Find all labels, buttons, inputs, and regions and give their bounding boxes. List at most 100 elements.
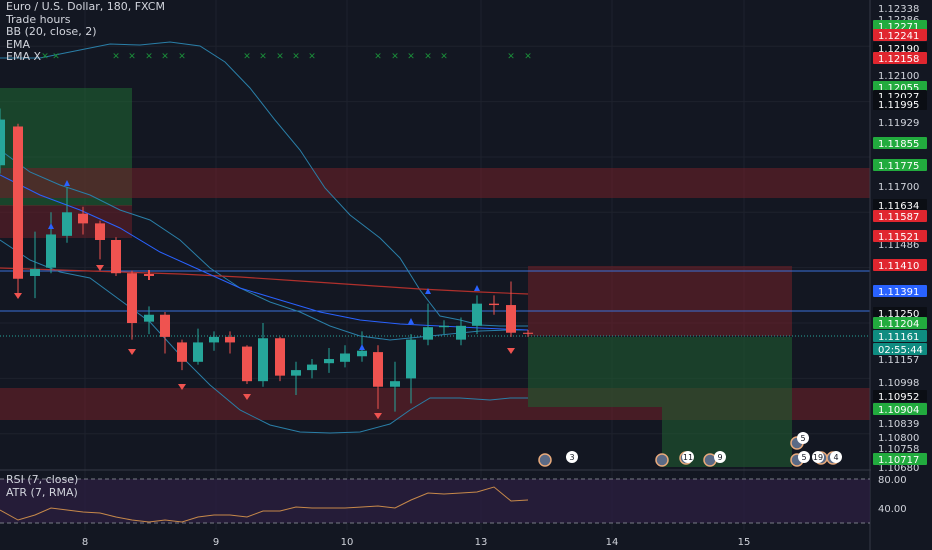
candle: [456, 317, 466, 346]
event-count: 5: [801, 453, 806, 462]
event-count-bubble: [682, 451, 694, 463]
candle: [30, 231, 40, 299]
candle-body: [62, 212, 72, 236]
price-label-bg: [873, 462, 927, 472]
price-label-text: 1.12100: [878, 71, 919, 82]
candle: [242, 345, 252, 384]
x-marker: ✕: [308, 52, 316, 62]
candle-body: [78, 213, 88, 224]
price-label-bg: [873, 70, 927, 80]
price-tag-text: 1.12190: [878, 44, 919, 55]
price-tag-bg: [873, 159, 927, 171]
candle: [291, 361, 301, 396]
buy-arrow: [425, 288, 431, 294]
price-tag-text: 1.12055: [878, 83, 919, 94]
buy-arrow: [474, 285, 480, 291]
time-label: 13: [475, 537, 488, 548]
time-label: 10: [341, 537, 354, 548]
time-label: 8: [82, 537, 88, 548]
x-marker: ✕: [243, 52, 251, 62]
candle: [390, 361, 400, 412]
x-marker: ✕: [41, 52, 49, 62]
event-count: 4: [833, 453, 838, 462]
price-label: 1.10998: [873, 377, 927, 389]
price-label-text: 1.11929: [878, 118, 919, 129]
event-count-bubble: [798, 451, 810, 463]
ema-slow: [0, 267, 529, 295]
trade-green-zone: [528, 337, 792, 407]
price-tag: 1.12241: [873, 29, 927, 42]
event-badges: 3 11 9 5 5 19 4: [538, 432, 842, 467]
price-label-bg: [873, 354, 927, 364]
legend-rsi[interactable]: RSI (7, close): [6, 473, 79, 486]
price-tag-bg: [873, 29, 927, 41]
candle-body: [144, 314, 154, 322]
symbol-title[interactable]: Euro / U.S. Dollar, 180, FXCM: [6, 0, 165, 13]
price-label-text: 1.10839: [878, 419, 919, 430]
price-tag: 1.11204: [873, 317, 927, 330]
price-tag-bg: [873, 42, 927, 54]
candle: [373, 345, 383, 409]
bb-middle: [0, 149, 528, 341]
osc-axis-label: 40.00: [878, 504, 907, 515]
price-tag-text: 1.12158: [878, 54, 919, 65]
price-tag: 1.10717: [873, 453, 927, 466]
price-tag-text: 1.12271: [878, 22, 919, 33]
x-marker: ✕: [145, 52, 153, 62]
candle: [472, 295, 482, 335]
candle-body: [127, 273, 137, 324]
price-tag-bg: [873, 137, 927, 149]
event-count-bubble: [714, 451, 726, 463]
legend-bb[interactable]: BB (20, close, 2): [6, 25, 97, 39]
candle: [209, 331, 219, 351]
candle: [160, 311, 170, 354]
price-label: 1.10680: [873, 462, 927, 474]
legend-trade-hours[interactable]: Trade hours: [6, 12, 71, 26]
price-label-text: 1.10680: [878, 463, 919, 474]
time-label: 15: [738, 537, 751, 548]
price-tag: 1.11250: [873, 307, 927, 320]
x-marker: ✕: [161, 52, 169, 62]
price-label-bg: [873, 3, 927, 13]
price-label-text: 1.11700: [878, 182, 919, 193]
legend-ema[interactable]: EMA: [6, 37, 30, 51]
candle: [406, 334, 416, 404]
price-tag: 1.11634: [873, 199, 927, 212]
candle: [62, 187, 72, 243]
price-tag-text: 02:55:44: [878, 345, 923, 356]
price-tag: 1.11391: [873, 285, 927, 298]
x-marker: ✕: [292, 52, 300, 62]
price-tag-text: 1.12027: [878, 92, 919, 103]
price-label-text: 1.12338: [878, 4, 919, 15]
buy-arrow: [48, 223, 54, 229]
candle-body: [275, 338, 285, 376]
price-label: 1.10800: [873, 432, 927, 444]
legend-ema-x[interactable]: EMA X: [6, 50, 41, 64]
price-tag: 1.11587: [873, 210, 927, 223]
candle: [489, 295, 499, 315]
candle: [127, 270, 137, 340]
candle: [506, 281, 516, 337]
candle-body: [489, 303, 499, 306]
candle-body: [439, 325, 449, 328]
price-label-bg: [873, 117, 927, 127]
sell-arrow: [14, 293, 22, 299]
price-label: 1.11700: [873, 181, 927, 193]
price-tag: 1.10904: [873, 403, 927, 416]
candle-body: [456, 325, 466, 340]
price-tag: 1.11775: [873, 159, 927, 172]
price-tag: 1.11410: [873, 259, 927, 272]
candle: [439, 320, 449, 335]
event-count: 19: [813, 453, 823, 462]
price-tag: 1.11161: [873, 330, 927, 343]
x-marker: ✕: [524, 52, 532, 62]
price-label-bg: [873, 377, 927, 387]
price-tag-bg: [873, 52, 927, 64]
oscillator-pane: [0, 478, 870, 524]
price-tag-bg: [873, 199, 927, 211]
price-zones: [0, 88, 870, 467]
candle-body: [324, 359, 334, 364]
time-axis: 8 9 10 13 14 15: [82, 537, 751, 548]
legend-atr[interactable]: ATR (7, RMA): [6, 486, 78, 499]
